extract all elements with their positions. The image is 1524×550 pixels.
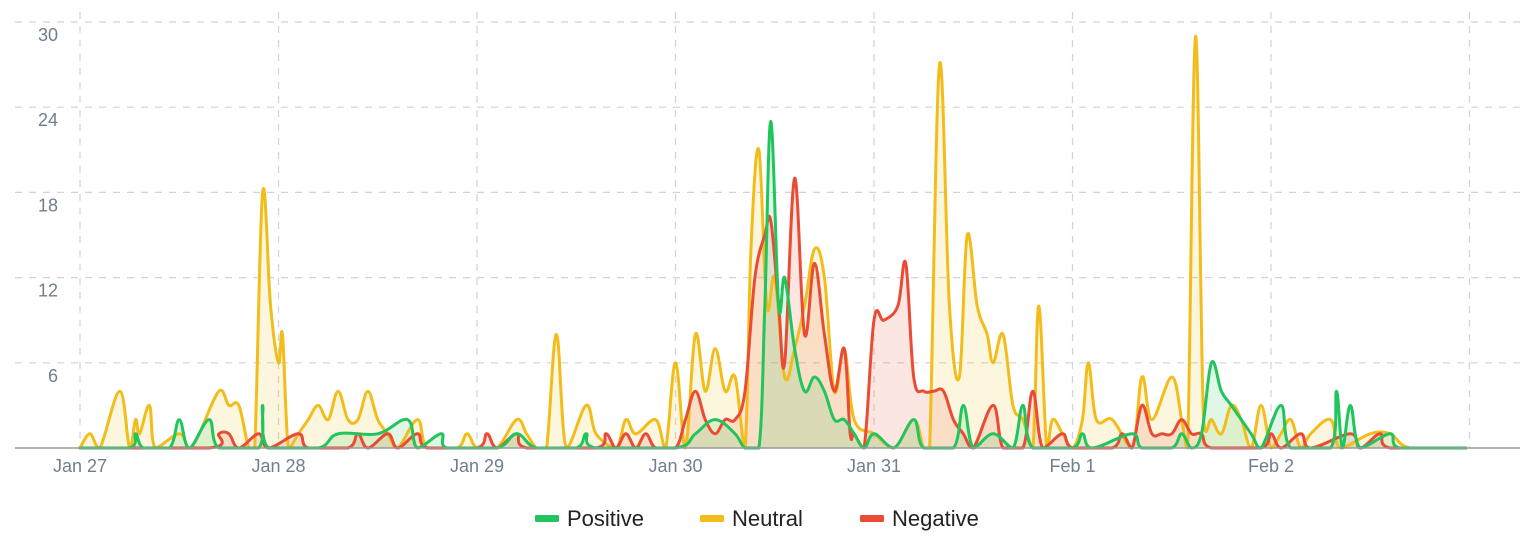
x-tick-label: Jan 29 bbox=[450, 456, 504, 476]
legend-label-positive: Positive bbox=[567, 506, 644, 531]
legend-item-neutral[interactable]: Neutral bbox=[700, 506, 803, 531]
legend-swatch-positive bbox=[535, 515, 559, 522]
y-axis-tick-labels: 6 12 18 24 30 bbox=[38, 25, 58, 386]
y-tick-label: 6 bbox=[48, 366, 58, 386]
y-tick-label: 24 bbox=[38, 110, 58, 130]
x-tick-label: Jan 31 bbox=[847, 456, 901, 476]
y-tick-label: 12 bbox=[38, 281, 58, 301]
series-line-positive[interactable] bbox=[78, 119, 1467, 450]
x-axis-tick-labels: Jan 27 Jan 28 Jan 29 Jan 30 Jan 31 Feb 1 Feb 2 bbox=[53, 456, 1294, 476]
x-tick-label: Jan 27 bbox=[53, 456, 107, 476]
x-tick-label: Feb 2 bbox=[1248, 456, 1294, 476]
y-tick-label: 30 bbox=[38, 25, 58, 45]
legend-swatch-negative bbox=[860, 515, 884, 522]
x-tick-label: Jan 28 bbox=[251, 456, 305, 476]
series-area-negative bbox=[80, 178, 1466, 448]
x-tick-label: Feb 1 bbox=[1049, 456, 1095, 476]
legend-item-positive[interactable]: Positive bbox=[535, 506, 644, 531]
legend-label-negative: Negative bbox=[892, 506, 979, 531]
chart-legend: Positive Neutral Negative bbox=[535, 506, 979, 531]
x-tick-label: Jan 30 bbox=[648, 456, 702, 476]
legend-item-negative[interactable]: Negative bbox=[860, 506, 979, 531]
legend-label-neutral: Neutral bbox=[732, 506, 803, 531]
y-tick-label: 18 bbox=[38, 195, 58, 215]
grid-lines bbox=[15, 12, 1520, 448]
series-area-neutral bbox=[80, 36, 1465, 449]
legend-swatch-neutral bbox=[700, 515, 724, 522]
